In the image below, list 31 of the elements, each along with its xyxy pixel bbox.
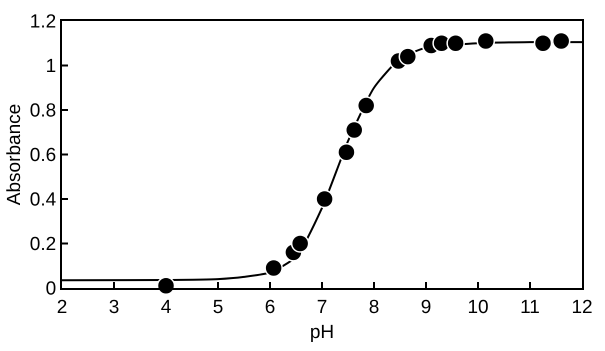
y-tick-label: 0.6: [30, 145, 56, 166]
point: [476, 32, 496, 50]
point: [552, 32, 570, 50]
x-tick-label: 4: [160, 296, 172, 318]
x-tick-label: 6: [264, 296, 276, 318]
x-tick-label: 10: [467, 296, 489, 318]
y-axis-title: Absorbance: [4, 104, 26, 206]
y-tick-label: 1: [46, 56, 56, 78]
point: [356, 96, 376, 115]
point: [345, 120, 364, 140]
point: [315, 190, 334, 208]
x-tick-label: 7: [316, 296, 328, 318]
x-tick-label: 8: [368, 296, 380, 318]
y-tick-label: 0: [46, 278, 56, 300]
point: [446, 34, 465, 52]
point: [337, 143, 356, 162]
x-tick-label: 9: [420, 296, 432, 318]
y-tick-label: 0.8: [30, 100, 56, 122]
point: [534, 34, 552, 52]
x-tick-label: 5: [212, 296, 224, 318]
x-tick-label: 2: [56, 296, 68, 318]
y-tick-label: 0.4: [30, 190, 57, 211]
x-tick-label: 12: [571, 296, 593, 318]
x-axis-title: pH: [310, 322, 334, 344]
point: [264, 258, 283, 278]
x-tick-label: 11: [520, 296, 540, 318]
x-tick-label: 3: [108, 296, 120, 318]
y-tick-label: 0.2: [30, 234, 56, 256]
y-tick-label: 1.2: [30, 12, 56, 33]
point: [290, 234, 310, 253]
point: [398, 47, 418, 66]
